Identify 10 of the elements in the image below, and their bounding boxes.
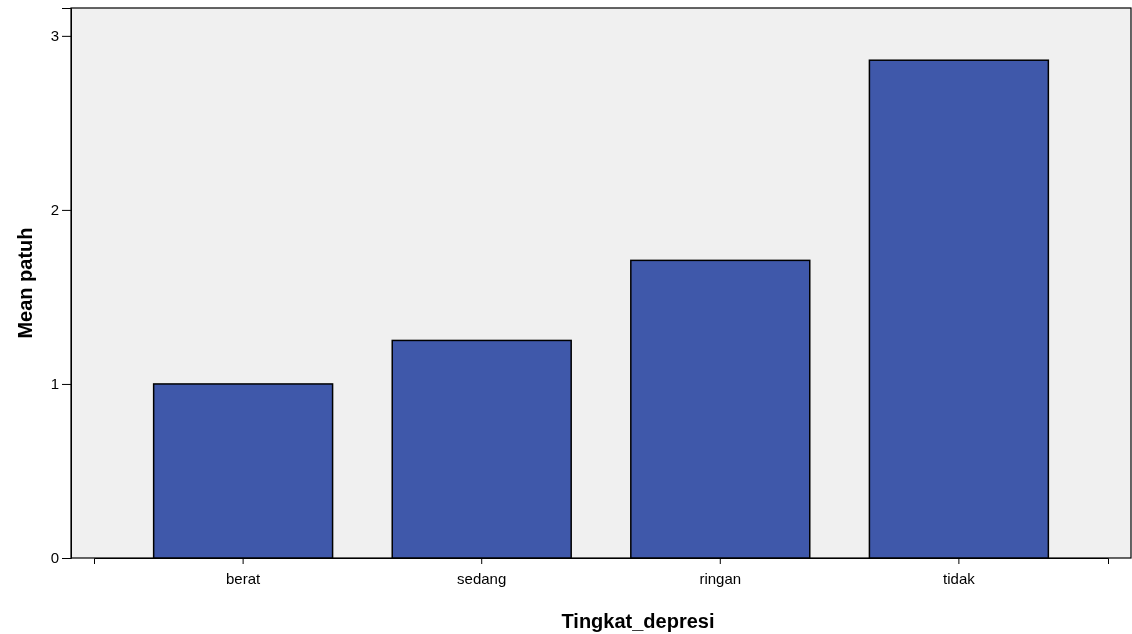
x-axis-title: Tingkat_depresi xyxy=(561,610,715,632)
x-tick-label: berat xyxy=(226,569,262,587)
x-tick-label: tidak xyxy=(943,569,976,587)
x-tick-label: ringan xyxy=(699,569,742,587)
y-tick-label: 1 xyxy=(50,375,59,393)
y-tick-label: 0 xyxy=(50,549,59,567)
x-tick-label: sedang xyxy=(457,569,507,587)
y-axis-title: Mean patuh xyxy=(14,227,36,339)
y-tick-label: 2 xyxy=(50,201,59,219)
y-tick-label: 3 xyxy=(50,27,59,45)
